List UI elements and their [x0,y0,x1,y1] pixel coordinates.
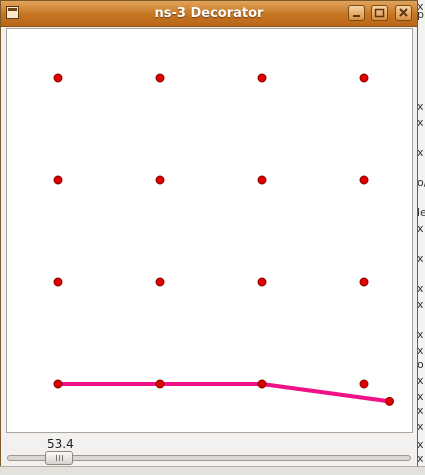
node-9[interactable] [155,277,165,287]
nodes-layer [53,73,394,406]
background-text-fragment: x [417,452,424,465]
background-text-fragment: x [417,100,424,113]
node-0[interactable] [53,73,63,83]
background-text-fragment: x [417,374,424,387]
background-text-fragment: x [417,390,424,403]
link-14-16 [260,382,392,404]
minimize-icon [353,15,360,17]
grip-icon [62,455,63,461]
node-13[interactable] [155,379,165,389]
background-text-fragment: x [417,116,424,129]
maximize-button[interactable] [371,5,388,21]
time-slider-track[interactable] [7,455,411,461]
time-slider-thumb[interactable] [45,451,73,465]
background-text-fragment: le [417,206,425,219]
node-7[interactable] [359,175,369,185]
background-text-fragment: x [417,344,424,357]
title-bar[interactable]: ns-3 Decorator [1,1,417,27]
node-4[interactable] [53,175,63,185]
window-menu-icon[interactable] [6,6,19,19]
node-1[interactable] [155,73,165,83]
background-text-fragment: x [417,146,424,159]
links-layer [56,382,392,404]
background-text-fragment: o/ [417,176,425,189]
node-11[interactable] [359,277,369,287]
decorator-window: ns-3 Decorator 53.4 [0,0,418,468]
background-text-fragment: x [417,404,424,417]
background-text-fragment: o [417,358,424,371]
node-14[interactable] [257,379,267,389]
background-text-fragment: x [417,328,424,341]
grip-icon [59,455,60,461]
background-taskbar-strip [0,466,425,475]
background-text-fragment: x [417,298,424,311]
close-icon [399,8,408,17]
maximize-icon [374,8,385,18]
background-text-fragment: x [417,222,424,235]
background-text-fragment: x [417,252,424,265]
node-15[interactable] [359,379,369,389]
grip-icon [56,455,57,461]
close-button[interactable] [395,5,412,21]
background-text-fragment: x [417,0,424,13]
node-2[interactable] [257,73,267,83]
node-10[interactable] [257,277,267,287]
node-5[interactable] [155,175,165,185]
background-text-fragment: x [417,282,424,295]
node-16[interactable] [385,396,394,406]
network-topology-view[interactable] [7,29,412,432]
node-3[interactable] [359,73,369,83]
node-6[interactable] [257,175,267,185]
time-slider-value: 53.4 [47,437,74,451]
node-12[interactable] [53,379,63,389]
node-8[interactable] [53,277,63,287]
background-text-fragment: x [417,438,424,451]
background-text-fragment: x [417,420,424,433]
window-title: ns-3 Decorator [154,6,264,21]
background-text-fragment: p [417,8,424,21]
minimize-button[interactable] [348,5,365,21]
network-canvas[interactable] [6,28,413,433]
